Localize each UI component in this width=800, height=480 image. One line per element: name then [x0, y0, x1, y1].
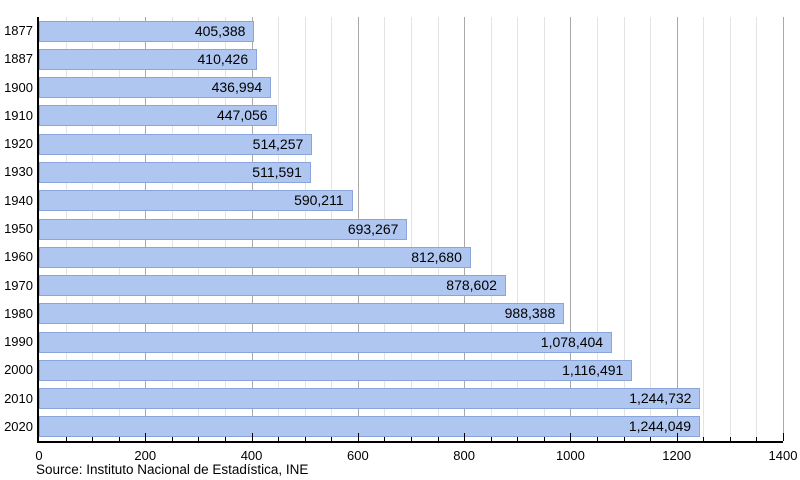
y-tick-label-1970: 1970 — [4, 277, 33, 293]
x-tick-label-200: 200 — [134, 448, 157, 463]
y-tick-label-2010: 2010 — [4, 390, 33, 406]
bar-1960: 812,680 — [39, 246, 471, 268]
bar-1887: 410,426 — [39, 48, 258, 70]
axis-tick — [118, 437, 120, 441]
x-tick-label-600: 600 — [346, 448, 369, 463]
bar-1970: 878,602 — [39, 275, 506, 297]
bar-value-label: 1,078,404 — [540, 333, 604, 350]
axis-tick — [304, 437, 306, 441]
axis-tick — [729, 437, 731, 441]
axis-tick — [411, 437, 412, 441]
y-tick-label-2020: 2020 — [4, 418, 33, 434]
bar-1910: 447,056 — [39, 105, 277, 127]
bar-value-label: 590,211 — [294, 192, 344, 209]
axis-tick — [597, 437, 598, 441]
bar-value-label: 410,426 — [197, 50, 249, 67]
gridline-minor — [437, 17, 439, 441]
bar-value-label: 1,244,049 — [628, 418, 692, 435]
y-tick-label-1920: 1920 — [4, 136, 33, 152]
axis-tick — [198, 437, 200, 441]
axis-tick — [703, 437, 705, 441]
axis-tick — [92, 437, 94, 441]
gridline-minor — [703, 17, 705, 441]
y-tick-label-1877: 1877 — [4, 23, 33, 39]
y-tick-label-1910: 1910 — [4, 107, 33, 123]
bar-1990: 1,078,404 — [39, 331, 613, 353]
y-tick-label-1950: 1950 — [4, 221, 33, 236]
axis-tick — [756, 437, 758, 441]
bar-1920: 514,257 — [39, 133, 313, 155]
x-tick-label-1400: 1400 — [768, 448, 798, 463]
bar-1877: 405,388 — [39, 20, 255, 42]
bar-1950: 693,267 — [39, 218, 408, 240]
gridline-minor — [623, 17, 625, 441]
bar-1940: 590,211 — [39, 190, 353, 212]
gridline-minor — [517, 17, 519, 441]
axis-tick — [384, 437, 386, 441]
y-tick-label-1980: 1980 — [4, 305, 33, 321]
axis-tick — [437, 437, 439, 441]
plot-area: 405,388 410,426 436,994 447,056 514,257 511,5… — [37, 17, 784, 443]
axis-tick — [145, 433, 147, 441]
y-tick-label-1930: 1930 — [4, 164, 33, 180]
bar-2000: 1,116,491 — [39, 359, 633, 381]
y-tick-label-1887: 1887 — [4, 51, 33, 67]
gridline-minor — [490, 17, 492, 441]
gridline-minor — [650, 17, 652, 441]
axis-tick — [490, 437, 492, 441]
axis-tick — [225, 437, 226, 441]
bar-value-label: 511,591 — [252, 163, 302, 180]
bar-1900: 436,994 — [39, 77, 272, 99]
gridline-major — [570, 17, 572, 441]
y-tick-label-1900: 1900 — [4, 79, 33, 95]
bar-value-label: 1,244,732 — [629, 390, 692, 407]
axis-tick — [464, 433, 466, 441]
axis-tick — [331, 437, 333, 441]
gridline-major — [783, 17, 784, 441]
bar-value-label: 878,602 — [446, 277, 497, 294]
axis-tick — [171, 437, 173, 441]
bar-2010: 1,244,732 — [39, 388, 701, 410]
axis-tick — [623, 437, 625, 441]
axis-tick — [650, 437, 652, 441]
bar-value-label: 405,388 — [194, 22, 246, 39]
gridline-minor — [756, 17, 758, 441]
bar-value-label: 812,680 — [411, 248, 462, 265]
bar-value-label: 514,257 — [252, 135, 304, 152]
x-tick-label-0: 0 — [35, 448, 43, 463]
axis-tick — [543, 437, 545, 441]
axis-tick — [251, 433, 253, 441]
y-tick-label-1990: 1990 — [4, 334, 33, 350]
axis-tick — [783, 433, 784, 441]
x-tick-label-800: 800 — [453, 448, 475, 463]
y-tick-label-2000: 2000 — [4, 362, 33, 378]
axis-tick — [570, 433, 572, 441]
axis-tick — [278, 437, 280, 441]
gridline-minor — [729, 17, 731, 441]
axis-tick — [357, 433, 359, 441]
source-caption: Source: Instituto Nacional de Estadístic… — [36, 462, 309, 477]
x-tick-label-1200: 1200 — [662, 448, 692, 463]
bar-2020: 1,244,049 — [39, 416, 701, 438]
y-tick-label-1940: 1940 — [4, 192, 33, 208]
y-tick-label-1960: 1960 — [4, 249, 33, 265]
bar-value-label: 447,056 — [216, 107, 268, 124]
bar-value-label: 1,116,491 — [562, 361, 624, 378]
axis-tick — [517, 437, 519, 441]
gridline-minor — [411, 17, 412, 441]
gridline-major — [676, 17, 678, 441]
x-tick-label-1000: 1000 — [555, 448, 585, 463]
x-tick-label-400: 400 — [240, 448, 263, 463]
bar-1980: 988,388 — [39, 303, 565, 325]
gridline-major — [464, 17, 466, 441]
bar-value-label: 693,267 — [347, 220, 399, 237]
bar-1930: 511,591 — [39, 161, 311, 183]
axis-tick — [676, 433, 678, 441]
bar-value-label: 436,994 — [211, 79, 263, 96]
gridline-minor — [543, 17, 545, 441]
axis-tick — [65, 437, 67, 441]
gridline-minor — [597, 17, 598, 441]
bar-value-label: 988,388 — [504, 305, 556, 322]
